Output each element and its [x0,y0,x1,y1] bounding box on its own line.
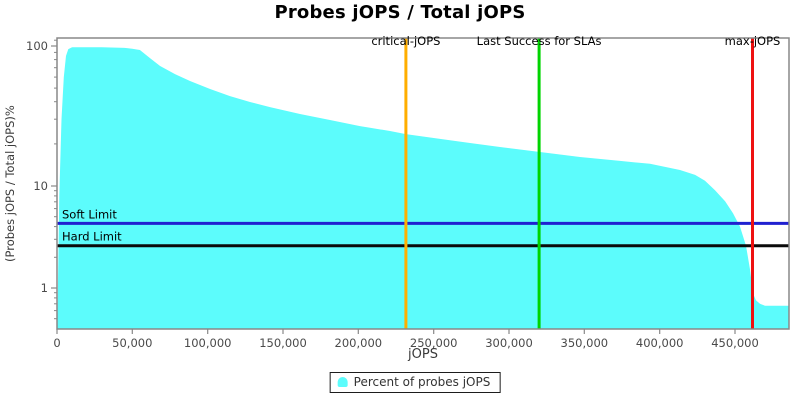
vline-label-critical-jops: critical-jOPS [371,34,440,48]
legend-area-swatch-icon [337,377,348,387]
x-tick-label: 450,000 [711,336,759,350]
vline-label-max-jops: max-jOPS [725,34,781,48]
y-axis-title: (Probes jOPS / Total jOPS)% [3,105,17,263]
vline-label-last-success-for-slas: Last Success for SLAs [477,34,602,48]
hline-label-hard-limit: Hard Limit [62,230,122,244]
x-tick-label: 250,000 [410,336,458,350]
x-tick-label: 400,000 [636,336,684,350]
y-tick-label: 10 [33,179,48,193]
x-tick-label: 200,000 [335,336,383,350]
x-tick-label: 300,000 [485,336,533,350]
x-axis-title: jOPS [408,347,438,362]
y-tick-label: 1 [41,281,48,295]
hline-label-soft-limit: Soft Limit [62,207,117,221]
y-tick-label: 100 [26,39,48,53]
x-tick-label: 0 [53,336,60,350]
plot-border [56,37,790,330]
chart-title: Probes jOPS / Total jOPS [274,2,526,23]
x-tick-label: 150,000 [259,336,307,350]
legend: Percent of probes jOPS [329,372,501,393]
legend-label: Percent of probes jOPS [353,375,491,389]
x-tick-label: 100,000 [184,336,232,350]
x-tick-label: 350,000 [561,336,609,350]
area-series-percent-of-probes-jops [57,47,789,329]
x-tick-label: 50,000 [112,336,152,350]
